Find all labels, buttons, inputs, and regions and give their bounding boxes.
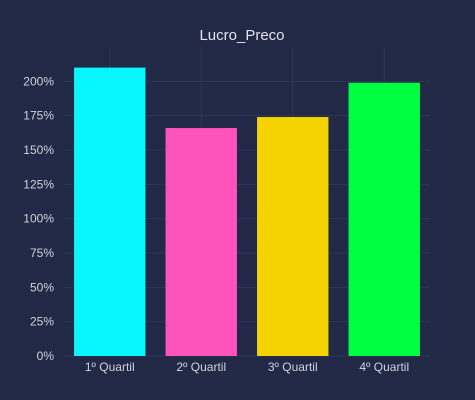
y-tick-label: 175%	[23, 109, 54, 123]
x-tick-label: 1º Quartil	[85, 360, 135, 374]
bar	[74, 67, 146, 356]
y-tick-label: 50%	[30, 280, 54, 294]
y-tick-label: 200%	[23, 74, 54, 88]
x-tick-label: 2º Quartil	[176, 360, 226, 374]
chart-title: Lucro_Preco	[199, 27, 284, 44]
y-tick-label: 125%	[23, 177, 54, 191]
x-tick-label: 3º Quartil	[268, 360, 318, 374]
x-tick-label: 4º Quartil	[359, 360, 409, 374]
y-tick-label: 0%	[37, 349, 55, 363]
bar	[165, 128, 237, 356]
bars	[74, 67, 420, 356]
bar	[257, 117, 329, 356]
y-tick-label: 100%	[23, 212, 54, 226]
x-axis-ticks: 1º Quartil 2º Quartil 3º Quartil 4º Quartil	[85, 360, 409, 374]
bar	[348, 82, 420, 356]
y-axis-ticks: 0% 25% 50% 75% 100% 125% 150% 175% 200%	[23, 74, 54, 363]
y-tick-label: 150%	[23, 143, 54, 157]
y-tick-label: 75%	[30, 246, 54, 260]
y-tick-label: 25%	[30, 315, 54, 329]
